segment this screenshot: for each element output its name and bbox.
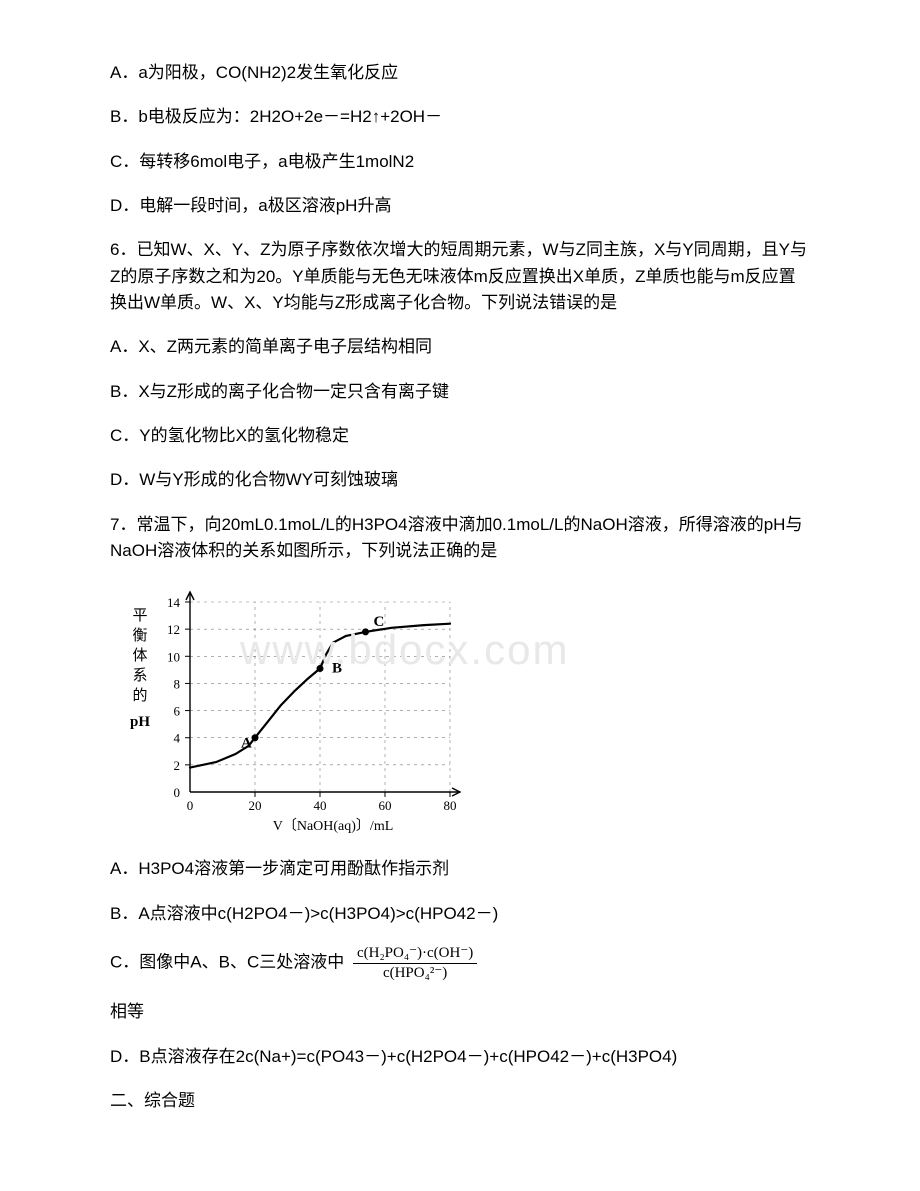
svg-text:8: 8 xyxy=(174,677,181,692)
svg-text:6: 6 xyxy=(174,704,181,719)
q7-option-d: D．B点溶液存在2c(Na+)=c(PO43－)+c(H2PO4－)+c(HPO… xyxy=(110,1044,810,1070)
q7-c-pre: C．图像中A、B、C三处溶液中 xyxy=(110,953,344,972)
svg-text:0: 0 xyxy=(174,785,181,800)
q5-option-b: B．b电极反应为：2H2O+2e－=H2↑+2OH－ xyxy=(110,104,810,130)
q7-option-a: A．H3PO4溶液第一步滴定可用酚酞作指示剂 xyxy=(110,856,810,882)
svg-text:A: A xyxy=(241,736,252,752)
svg-text:20: 20 xyxy=(249,798,262,813)
svg-text:80: 80 xyxy=(444,798,457,813)
fraction-numerator: c(H₂PO₄⁻)·c(OH⁻) xyxy=(353,945,477,963)
svg-text:pH: pH xyxy=(130,714,150,730)
q5-option-c: C．每转移6mol电子，a电极产生1molN2 xyxy=(110,149,810,175)
svg-text:C: C xyxy=(374,614,385,630)
q6-option-b: B．X与Z形成的离子化合物一定只含有离子键 xyxy=(110,379,810,405)
q5-option-d: D．电解一段时间，a极区溶液pH升高 xyxy=(110,193,810,219)
q6-option-a: A．X、Z两元素的简单离子电子层结构相同 xyxy=(110,334,810,360)
titration-chart: www.bdocx.com 02468101214020406080V〔NaOH… xyxy=(120,582,480,842)
q6-option-c: C．Y的氢化物比X的氢化物稳定 xyxy=(110,423,810,449)
svg-text:体: 体 xyxy=(132,647,147,664)
fraction: c(H₂PO₄⁻)·c(OH⁻) c(HPO₄²⁻) xyxy=(353,945,477,981)
q7-stem: 7．常温下，向20mL0.1moL/L的H3PO4溶液中滴加0.1moL/L的N… xyxy=(110,512,810,565)
svg-text:衡: 衡 xyxy=(132,627,147,644)
svg-text:平: 平 xyxy=(132,608,147,624)
q7-option-b: B．A点溶液中c(H2PO4－)>c(H3PO4)>c(HPO42－) xyxy=(110,901,810,927)
svg-text:10: 10 xyxy=(167,650,180,665)
chart-svg: 0 2 4 6 8 10 12 14 0 20 40 60 80 V〔NaOH(aq)〕/mL 平衡体系的p… xyxy=(120,582,480,842)
svg-text:40: 40 xyxy=(314,798,327,813)
fraction-denominator: c(HPO₄²⁻) xyxy=(353,963,477,982)
q6-option-d: D．W与Y形成的化合物WY可刻蚀玻璃 xyxy=(110,467,810,493)
svg-text:0: 0 xyxy=(187,798,194,813)
svg-text:12: 12 xyxy=(167,623,180,638)
svg-text:的: 的 xyxy=(132,687,147,704)
q5-option-a: A．a为阳极，CO(NH2)2发生氧化反应 xyxy=(110,60,810,86)
svg-text:4: 4 xyxy=(174,731,181,746)
svg-text:2: 2 xyxy=(174,758,181,773)
svg-text:B: B xyxy=(332,661,342,677)
svg-text:V〔NaOH(aq)〕/mL: V〔NaOH(aq)〕/mL xyxy=(273,818,394,834)
svg-text:14: 14 xyxy=(167,595,181,610)
q6-stem: 6．已知W、X、Y、Z为原子序数依次增大的短周期元素，W与Z同主族，X与Y同周期… xyxy=(110,237,810,316)
svg-text:系: 系 xyxy=(132,667,147,684)
q7-option-c: C．图像中A、B、C三处溶液中 c(H₂PO₄⁻)·c(OH⁻) c(HPO₄²… xyxy=(110,945,810,981)
document-page: A．a为阳极，CO(NH2)2发生氧化反应 B．b电极反应为：2H2O+2e－=… xyxy=(0,0,920,1172)
section-2-heading: 二、综合题 xyxy=(110,1088,810,1114)
q7-c-post: 相等 xyxy=(110,999,810,1025)
svg-text:60: 60 xyxy=(379,798,392,813)
